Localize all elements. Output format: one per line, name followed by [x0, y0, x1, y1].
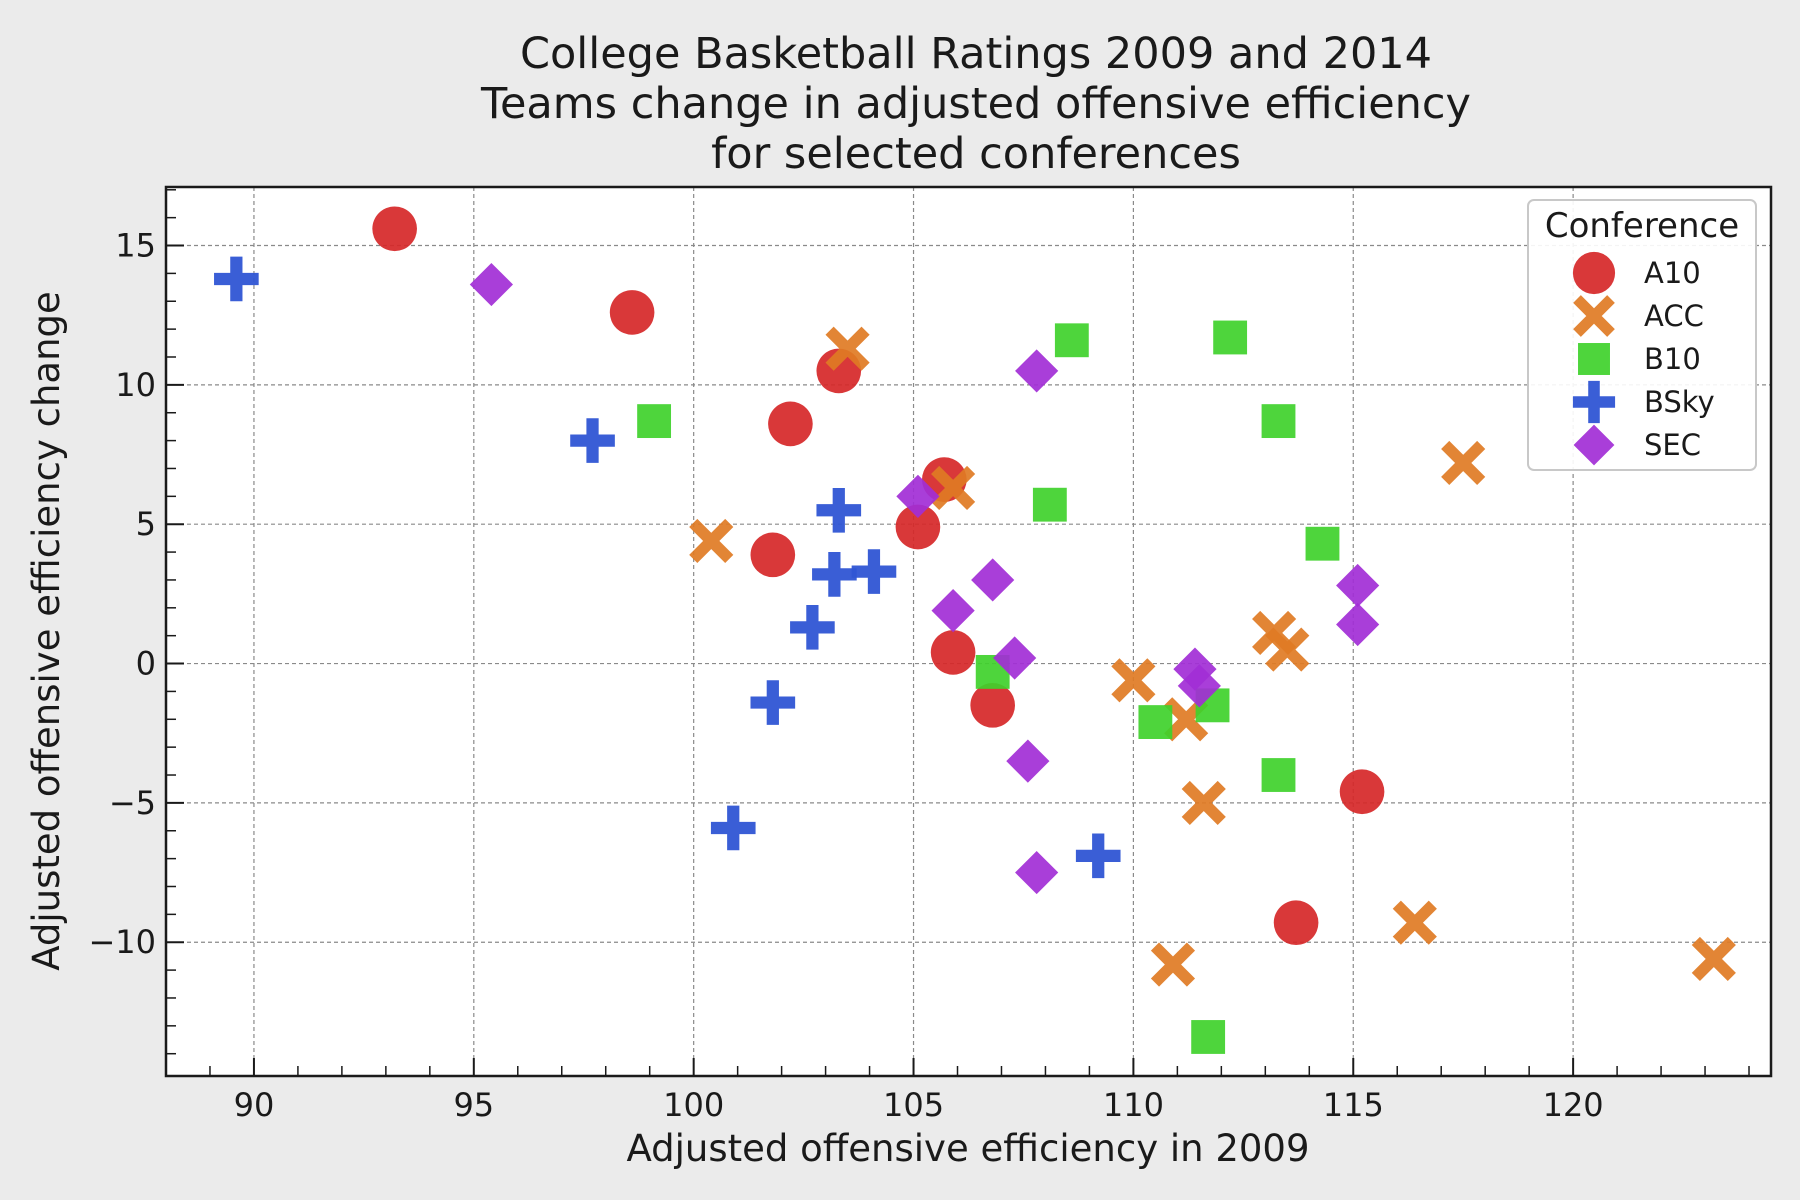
data-point-b10 [1191, 1020, 1226, 1054]
data-point-b10 [1032, 487, 1067, 522]
data-point-b10 [1261, 758, 1296, 792]
data-point-a10 [1273, 900, 1319, 946]
legend-item: SEC [1573, 424, 1701, 466]
data-point-b10 [1305, 526, 1340, 561]
axis-ticks: 90 95 100 105 110 115 120 −10 −5 0 5 10 15 [88, 189, 1750, 1124]
data-point-bsky [812, 552, 857, 597]
data-point-b10 [1213, 320, 1248, 355]
data-point-a10 [750, 532, 796, 578]
data-point-sec [1177, 664, 1221, 708]
data-point-acc [1441, 440, 1486, 485]
legend-marker-sec [1573, 424, 1615, 466]
legend-item: A10 [1572, 251, 1701, 295]
data-point-acc [931, 465, 976, 511]
x-tick-label: 100 [663, 1086, 724, 1124]
plot-area [166, 187, 1771, 1076]
plot-frame [164, 185, 1773, 1078]
data-point-b10 [1054, 323, 1089, 358]
y-tick-label: −5 [109, 784, 156, 822]
data-point-sec [1015, 850, 1059, 895]
data-point-a10 [930, 630, 976, 675]
legend-marker-a10 [1572, 251, 1616, 295]
data-point-sec [971, 558, 1015, 602]
y-tick-label: 5 [136, 505, 156, 543]
data-point-acc [1181, 780, 1226, 825]
data-point-sec [896, 474, 940, 518]
chart-title-line: for selected conferences [711, 129, 1241, 179]
data-point-bsky [710, 805, 756, 851]
data-point-bsky [214, 256, 259, 302]
series-sec [469, 262, 1380, 895]
data-point-bsky [570, 418, 615, 463]
x-tick-label: 115 [1323, 1086, 1384, 1124]
x-tick-label: 90 [234, 1086, 275, 1124]
data-point-bsky [816, 487, 862, 533]
grid [166, 187, 1771, 1076]
legend-label: ACC [1644, 299, 1704, 333]
chart-title-line: College Basketball Ratings 2009 and 2014 [520, 29, 1432, 79]
data-point-acc [825, 326, 870, 371]
data-points [214, 206, 1736, 1054]
series-acc [689, 326, 1736, 987]
data-point-a10 [609, 290, 655, 335]
legend-marker-b10 [1578, 343, 1610, 375]
data-point-a10 [768, 401, 813, 447]
legend-title: Conference [1545, 206, 1739, 246]
data-point-sec [1006, 739, 1050, 783]
legend-item: ACC [1573, 295, 1704, 337]
data-point-b10 [1261, 404, 1296, 439]
data-point-acc [1392, 900, 1437, 945]
legend-label: SEC [1644, 428, 1701, 462]
data-point-bsky [750, 680, 796, 725]
y-tick-label: 15 [115, 227, 156, 265]
y-tick-label: −10 [88, 923, 156, 961]
data-point-bsky [1075, 833, 1121, 879]
data-point-sec [993, 636, 1037, 680]
y-axis-label: Adjusted offensive efficiency change [25, 291, 68, 971]
chart-title: College Basketball Ratings 2009 and 2014… [480, 29, 1471, 179]
data-point-sec [1336, 602, 1380, 647]
data-point-a10 [1339, 769, 1385, 815]
legend-item: B10 [1578, 342, 1701, 376]
data-point-acc [1150, 942, 1196, 987]
chart-title-line: Teams change in adjusted offensive effic… [480, 79, 1471, 129]
data-point-a10 [970, 683, 1016, 728]
x-tick-label: 105 [883, 1086, 944, 1124]
data-point-acc [689, 518, 734, 564]
data-point-a10 [816, 348, 862, 394]
data-point-acc [1691, 936, 1736, 982]
data-point-b10 [1138, 705, 1173, 739]
series-a10 [372, 206, 1385, 946]
legend-marker-acc [1573, 295, 1615, 337]
legend-label: A10 [1644, 256, 1701, 290]
x-tick-label: 120 [1543, 1086, 1604, 1124]
data-point-acc [1265, 627, 1310, 672]
data-point-sec [931, 588, 975, 633]
legend-label: B10 [1644, 342, 1701, 376]
data-point-acc [1111, 658, 1156, 703]
legend-item: BSky [1572, 380, 1715, 424]
data-point-a10 [895, 504, 941, 550]
data-point-bsky [851, 549, 897, 594]
legend-label: BSky [1644, 385, 1715, 419]
legend-marker-bsky [1572, 380, 1616, 424]
data-point-sec [469, 262, 513, 307]
data-point-bsky [790, 604, 835, 650]
series-b10 [637, 320, 1340, 1054]
x-tick-label: 110 [1103, 1086, 1164, 1124]
data-point-b10 [637, 404, 672, 439]
data-point-sec [1015, 349, 1059, 393]
x-tick-label: 95 [453, 1086, 494, 1124]
y-tick-label: 0 [136, 645, 156, 683]
data-point-a10 [372, 206, 417, 252]
series-bsky [214, 256, 1121, 879]
legend: Conference A10 ACC B10 BSky SEC [1527, 199, 1757, 471]
y-tick-label: 10 [115, 366, 156, 404]
data-point-sec [1336, 563, 1380, 608]
x-axis-label: Adjusted offensive efficiency in 2009 [626, 1127, 1309, 1170]
